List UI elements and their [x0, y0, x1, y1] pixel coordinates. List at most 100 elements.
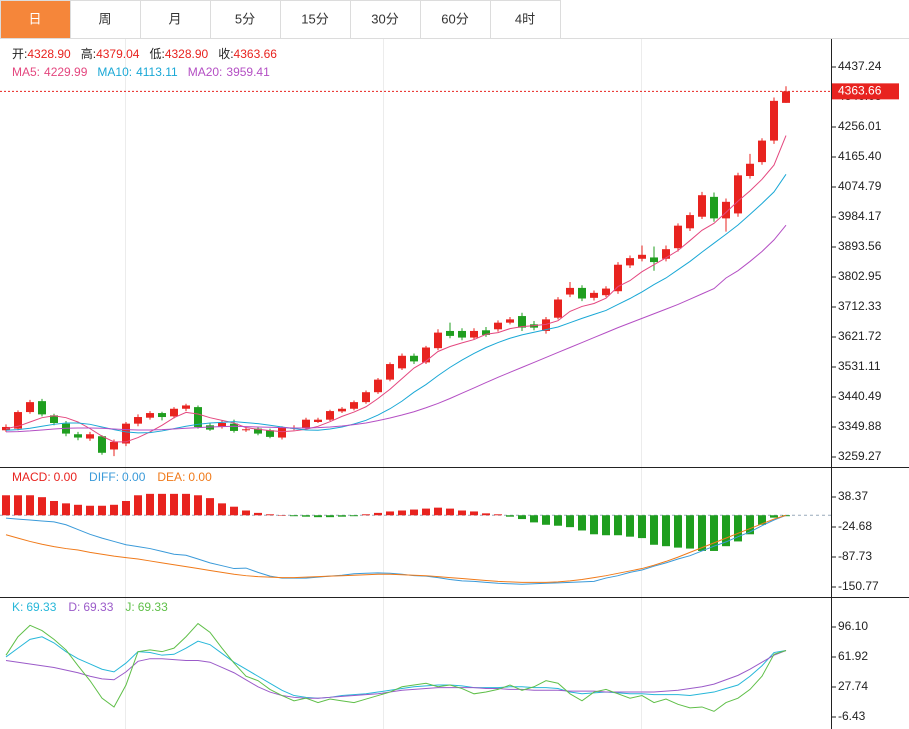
macd-bar [590, 515, 598, 535]
macd-bar [338, 515, 346, 517]
candle-body [602, 288, 610, 296]
tab-label[interactable]: 30分 [371, 11, 398, 26]
y-tick-label: -150.77 [838, 579, 879, 593]
tab-background[interactable] [140, 0, 211, 39]
macd-bar [422, 508, 430, 516]
candle-body [494, 322, 502, 330]
y-tick-label: 38.37 [838, 489, 868, 503]
series-value: 69.33 [83, 600, 113, 614]
period-tab[interactable]: 周 [70, 0, 141, 39]
macd-bar [566, 515, 574, 528]
series-value: 0.00 [122, 470, 146, 484]
tab-label[interactable]: 60分 [441, 11, 468, 26]
period-tab[interactable]: 15分 [280, 0, 351, 39]
macd-bar [578, 515, 586, 531]
macd-bar [410, 509, 418, 516]
macd-bar [554, 515, 562, 526]
y-tick-label: 3621.72 [838, 329, 882, 343]
macd-bar [218, 503, 226, 516]
macd-bar [746, 515, 754, 535]
period-tab[interactable]: 日 [0, 0, 71, 39]
candle-body [482, 330, 490, 335]
candle-body [158, 413, 166, 418]
macd-bar [482, 513, 490, 516]
period-tab[interactable]: 60分 [420, 0, 491, 39]
macd-bar [170, 493, 178, 516]
candle-body [470, 330, 478, 338]
ohlc-name: 高: [81, 46, 96, 61]
tab-background[interactable] [490, 0, 561, 39]
candle-body [254, 428, 262, 434]
macd-bar [230, 506, 238, 516]
candle-body [182, 405, 190, 409]
candle-body [266, 430, 274, 437]
candle-body [434, 332, 442, 349]
candle-body [722, 201, 730, 219]
tab-label[interactable]: 5分 [235, 11, 255, 26]
macd-bar [74, 504, 82, 516]
candle-body [650, 257, 658, 263]
y-tick-label: -87.73 [838, 549, 872, 563]
macd-bar [194, 495, 202, 516]
macd-bar [2, 495, 10, 516]
indicator-line [5, 650, 787, 699]
macd-bar [602, 515, 610, 536]
macd-bar [386, 511, 394, 516]
candle-body [566, 287, 574, 295]
plot-layer: 4437.244346.634256.014165.404074.793984.… [0, 46, 899, 723]
series-name: DEA: [157, 470, 185, 484]
tab-label[interactable]: 日 [28, 11, 41, 26]
candle-body [218, 422, 226, 427]
tab-background[interactable] [70, 0, 141, 39]
candle-body [674, 225, 682, 249]
y-tick-label: 4165.40 [838, 149, 882, 163]
macd-bar [350, 515, 358, 517]
ma-value: 4229.99 [44, 65, 88, 79]
macd-bar [14, 495, 22, 516]
series-name: K: [12, 600, 23, 614]
macd-bar [398, 510, 406, 516]
period-tab[interactable]: 30分 [350, 0, 421, 39]
last-price-tag [832, 83, 899, 100]
macd-bar [662, 515, 670, 547]
tab-background[interactable] [0, 0, 71, 39]
macd-bar [530, 515, 538, 523]
y-tick-label: 3259.27 [838, 449, 882, 463]
macd-bar [686, 515, 694, 549]
candle-body [194, 407, 202, 427]
macd-bar [494, 514, 502, 516]
period-tab[interactable]: 月 [140, 0, 211, 39]
candle-body [38, 401, 46, 415]
candle-body [242, 429, 250, 431]
period-tab[interactable]: 5分 [210, 0, 281, 39]
candle-body [590, 292, 598, 298]
candle-body [626, 258, 634, 266]
macd-bar [254, 512, 262, 516]
candle-body [662, 249, 670, 259]
candle-body [350, 402, 358, 409]
ohlc-value: 4379.04 [96, 47, 140, 61]
macd-bar [146, 493, 154, 516]
indicator-line [5, 224, 787, 433]
macd-bar [698, 515, 706, 551]
tab-label[interactable]: 周 [98, 11, 111, 26]
last-price-label: 4363.66 [838, 84, 882, 98]
tab-label[interactable]: 15分 [301, 11, 328, 26]
y-tick-label: 61.92 [838, 649, 868, 663]
tab-label[interactable]: 月 [168, 11, 181, 26]
ohlc-name: 低: [149, 47, 164, 61]
candle-body [50, 415, 58, 423]
period-tab[interactable]: 4时 [490, 0, 561, 39]
macd-bar [734, 515, 742, 542]
series-name: J: [125, 600, 134, 614]
ma-name: MA5: [12, 65, 40, 79]
series-name: D: [68, 600, 80, 614]
macd-bar [38, 497, 46, 516]
macd-bar [614, 515, 622, 536]
macd-bar [290, 515, 298, 517]
vertical-grid [125, 39, 642, 729]
macd-bar [314, 515, 322, 518]
tab-label[interactable]: 4时 [515, 11, 535, 26]
candle-body [446, 330, 454, 336]
macd-bar [278, 515, 286, 516]
